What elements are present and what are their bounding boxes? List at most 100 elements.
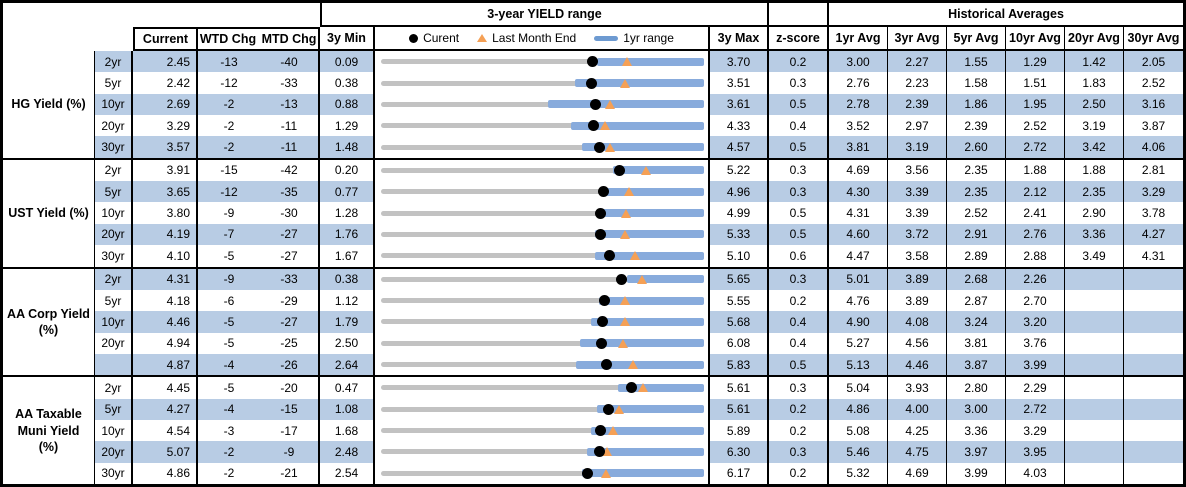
avg-cell: 3.39 <box>888 202 947 224</box>
avg-cell: 3.81 <box>947 332 1006 354</box>
current-marker <box>589 98 601 110</box>
current-marker <box>593 141 605 153</box>
current-marker <box>595 228 607 240</box>
one-year-range-bar <box>597 405 704 414</box>
max-3y-cell: 5.89 <box>710 419 769 442</box>
avg-cell: 2.41 <box>1006 202 1065 224</box>
mtd-chg-cell: -27 <box>260 311 320 333</box>
historical-averages-title: Historical Averages <box>829 3 1183 27</box>
zscore-cell: 0.3 <box>769 72 829 94</box>
mtd-chg-cell: -29 <box>260 289 320 312</box>
yield-group: AA Corp Yield (%) 2yr 4.31 -9 -33 0.38 5.65 0.3… <box>3 266 1183 376</box>
avg-cell: 2.12 <box>1006 181 1065 203</box>
avg-cell: 4.27 <box>1124 223 1183 246</box>
last-month-marker <box>605 142 616 152</box>
tenor-cell: 30yr <box>95 245 133 267</box>
avg-cell <box>1124 398 1183 420</box>
avg-cell: 3.78 <box>1141 206 1166 221</box>
current-marker <box>594 425 606 437</box>
avg-cell: 4.31 <box>1141 248 1166 263</box>
wtd-chg-cell: -9 <box>223 206 235 221</box>
avg-cell <box>1124 377 1183 398</box>
last-month-marker <box>622 57 633 67</box>
header-row-columns: Current WTD Chg MTD Chg 3y Min Curent La… <box>3 27 1183 51</box>
tenor-cell: 10yr <box>95 93 133 116</box>
avg-cell: 4.30 <box>829 181 888 203</box>
legend-last-month-item: Last Month End <box>477 31 576 45</box>
avg-cell: 1.83 <box>1065 72 1124 94</box>
header-row-titles: 3-year YIELD range Historical Averages <box>3 3 1183 27</box>
last-month-marker <box>636 274 647 284</box>
last-month-marker <box>620 78 631 88</box>
avg-cell: 1.29 <box>1006 51 1065 73</box>
zscore-cell: 0.3 <box>769 377 829 399</box>
avg-cell <box>1124 290 1183 311</box>
avg-cell: 2.78 <box>829 93 888 116</box>
tenor-cell: 10yr <box>95 311 133 333</box>
avg-cell: 3.20 <box>1006 311 1065 333</box>
wtd-chg-cell: -3 <box>223 423 235 438</box>
avg-cell: 5.46 <box>829 441 888 463</box>
avg-cell: 3.29 <box>1124 181 1183 203</box>
current-cell: 4.45 <box>133 377 198 399</box>
max-3y-cell: 5.55 <box>710 289 769 312</box>
avg-cell: 2.76 <box>829 72 888 94</box>
last-month-marker <box>607 426 618 436</box>
avg-cell: 4.31 <box>829 202 888 224</box>
tenor-cell: 20yr <box>95 223 133 246</box>
tenor-cell: 5yr <box>95 289 133 312</box>
current-dot-icon <box>409 33 419 43</box>
max-3y-cell: 4.96 <box>710 181 769 203</box>
avg-cell: 1.51 <box>1006 72 1065 94</box>
one-year-range-bar <box>587 447 704 456</box>
zscore-cell: 0.5 <box>769 136 829 158</box>
max-3y-cell: 3.61 <box>710 93 769 116</box>
current-cell: 2.42 <box>133 72 198 94</box>
avg-cell: 2.68 <box>947 268 1006 290</box>
avg-cell: 1.95 <box>1006 93 1065 116</box>
min-3y-cell: 0.47 <box>320 377 375 399</box>
one-year-range-bar <box>571 121 704 130</box>
current-marker <box>588 120 599 132</box>
avg-cell: 3.00 <box>947 398 1006 420</box>
avg-cell: 4.06 <box>1124 136 1183 158</box>
avg-cell: 2.52 <box>947 202 1006 224</box>
range-chart-cell <box>375 289 710 312</box>
current-cell: 3.57 <box>133 136 198 158</box>
col-header-3y-min: 3y Min <box>320 27 375 51</box>
legend-current-item: Curent <box>409 31 459 45</box>
max-3y-cell: 5.83 <box>710 353 769 376</box>
current-cell: 3.65 <box>133 181 198 203</box>
avg-cell: 1.88 <box>1065 159 1124 182</box>
avg-cell <box>1065 268 1124 290</box>
zscore-cell: 0.3 <box>769 181 829 203</box>
three-year-range-track <box>381 406 704 412</box>
wtd-chg-cell: -12 <box>198 181 260 203</box>
table-body: HG Yield (%) 2yr 2.45 -13 -40 0.09 3.70 0.2 3.00… <box>3 51 1183 484</box>
avg-cell: 3.99 <box>947 462 1006 484</box>
avg-cell <box>1065 398 1124 420</box>
avg-cell: 4.90 <box>829 311 888 333</box>
wtd-chg-cell: -5 <box>223 336 235 351</box>
avg-cell: 4.25 <box>888 419 947 442</box>
wtd-chg-cell: -5 <box>198 311 260 333</box>
avg-cell: 2.97 <box>888 115 947 137</box>
range-chart-cell <box>375 441 710 463</box>
avg-cell <box>1124 311 1183 333</box>
tenor-cell: 2yr <box>95 51 133 73</box>
wtd-chg-cell: -4 <box>198 398 260 420</box>
last-month-marker <box>599 121 610 131</box>
col-header-mtd: MTD Chg <box>261 32 317 46</box>
tenor-cell: 20yr <box>95 115 133 137</box>
one-year-range-bar <box>596 57 704 66</box>
avg-cell: 3.93 <box>888 377 947 399</box>
col-header-1yr-avg: 1yr Avg <box>829 27 888 51</box>
avg-cell: 5.04 <box>829 377 888 399</box>
avg-cell: 3.99 <box>1006 353 1065 376</box>
three-year-range-track <box>381 80 704 86</box>
zscore-cell: 0.4 <box>769 311 829 333</box>
three-year-range-track <box>381 123 704 129</box>
range-chart-cell <box>375 353 710 376</box>
one-year-range-bar <box>594 230 704 239</box>
mtd-chg-cell: -40 <box>260 51 320 73</box>
